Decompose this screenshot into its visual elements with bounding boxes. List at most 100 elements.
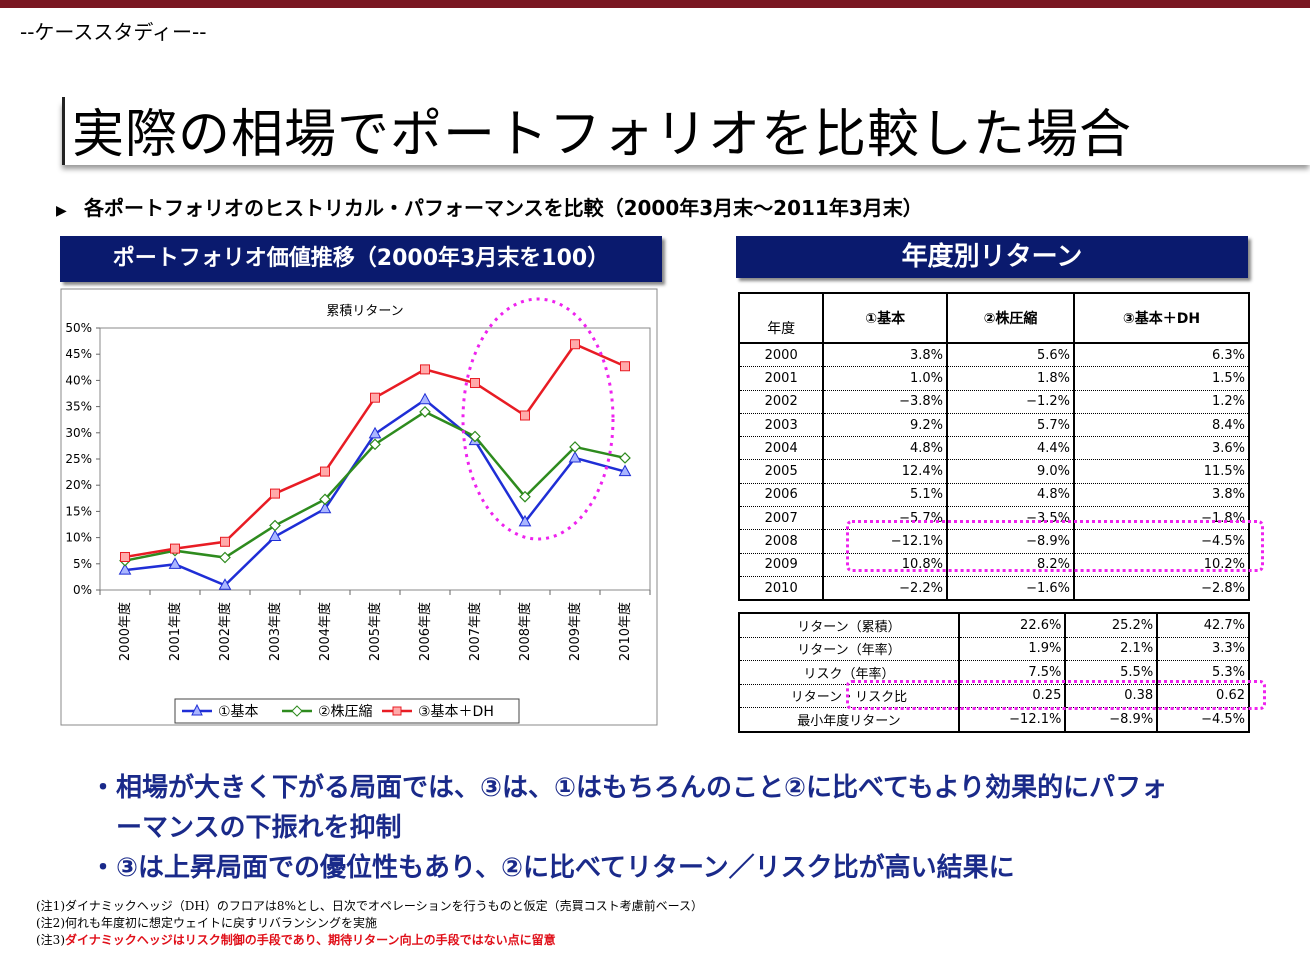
- table-row: 最小年度リターン −12.1% −8.9% −4.5%: [739, 707, 1249, 732]
- data-point: [320, 466, 330, 477]
- col-header-equity-reduced: ②株圧縮: [945, 293, 1075, 344]
- footnotes: (注1)ダイナミックヘッジ（DH）のフロアは8%とし、日次でオペレーションを行う…: [36, 898, 703, 949]
- data-point: [170, 543, 180, 554]
- x-tick-label: 2001年度: [167, 602, 183, 661]
- return-cell: 9.0%: [945, 459, 1075, 484]
- y-tick-label: 5%: [73, 557, 92, 571]
- note-2: (注2)何れも年度初に想定ウェイトに戻すリバランシングを実施: [36, 916, 378, 930]
- year-cell: 2007: [739, 506, 824, 531]
- metric-value-cell: 22.6%: [957, 613, 1066, 638]
- x-tick-label: 2004年度: [317, 602, 333, 661]
- table-row: 2003 9.2% 5.7% 8.4%: [739, 413, 1249, 438]
- subtitle-text: 各ポートフォリオのヒストリカル・パフォーマンスを比較（2000年3月末～2011…: [84, 196, 923, 220]
- data-point: [520, 410, 530, 421]
- x-tick-label: 2007年度: [467, 602, 483, 661]
- data-point: [220, 536, 230, 547]
- return-cell: −1.2%: [945, 390, 1075, 414]
- return-cell: −12.1%: [822, 529, 947, 554]
- legend-marker: [291, 705, 303, 717]
- chart-title: 累積リターン: [326, 304, 403, 319]
- legend-marker: [392, 706, 402, 716]
- y-tick-label: 10%: [65, 531, 92, 545]
- metric-value-cell: 7.5%: [957, 660, 1066, 685]
- return-cell: 11.5%: [1073, 459, 1249, 484]
- return-cell: −4.5%: [1073, 529, 1249, 554]
- metric-value-cell: 25.2%: [1064, 613, 1158, 638]
- return-cell: 9.2%: [822, 413, 947, 438]
- y-tick-label: 30%: [65, 426, 92, 440]
- x-tick-label: 2006年度: [417, 602, 433, 661]
- legend-box: [174, 698, 520, 724]
- data-point: [569, 441, 581, 453]
- table-row: 2005 12.4% 9.0% 11.5%: [739, 459, 1249, 484]
- table-row: 2008 −12.1% −8.9% −4.5%: [739, 529, 1249, 554]
- bullet-arrow-icon: ▶: [56, 203, 67, 219]
- return-cell: 3.8%: [822, 343, 947, 368]
- data-point: [120, 551, 130, 562]
- year-cell: 2001: [739, 366, 824, 391]
- data-point: [268, 529, 282, 542]
- legend-label: ①基本: [218, 703, 259, 720]
- data-point: [518, 514, 532, 527]
- col-header-basic: ①基本: [822, 293, 947, 344]
- note-3-warning: ダイナミックヘッジはリスク制御の手段であり、期待リターン向上の手段ではない点に留…: [65, 933, 556, 947]
- legend-marker: [191, 703, 203, 716]
- annual-return-table: 年度 ①基本 ②株圧縮 ③基本＋DH 2000 3.8% 5.6% 6.3% 2001 1…: [738, 292, 1250, 602]
- metric-value-cell: 3.3%: [1156, 637, 1249, 661]
- table-row: 2010 −2.2% −1.6% −2.8%: [739, 576, 1249, 601]
- year-cell: 2004: [739, 436, 824, 461]
- data-point: [118, 563, 132, 575]
- return-cell: 6.3%: [1073, 343, 1249, 368]
- conclusion-bullets: ・相場が大きく下がる局面では、③は、①はもちろんのこと②に比べてもより効果的にパ…: [90, 768, 1167, 888]
- metric-value-cell: −8.9%: [1064, 707, 1158, 732]
- data-point: [168, 557, 182, 569]
- metric-value-cell: 2.1%: [1064, 637, 1158, 661]
- return-cell: 1.5%: [1073, 366, 1249, 391]
- return-cell: −2.8%: [1073, 576, 1249, 601]
- return-cell: 4.4%: [945, 436, 1075, 461]
- x-tick-label: 2005年度: [367, 602, 383, 661]
- year-cell: 2005: [739, 459, 824, 484]
- metric-label-cell: リターン（年率）: [739, 637, 959, 661]
- highlight-2008-2009: [846, 520, 1264, 572]
- year-cell: 2010: [739, 576, 824, 601]
- data-point: [618, 464, 632, 477]
- data-point: [620, 361, 630, 372]
- x-tick-label: 2008年度: [517, 602, 533, 661]
- legend-label: ③基本＋DH: [418, 703, 494, 720]
- data-point: [619, 452, 631, 464]
- data-point: [219, 551, 231, 564]
- x-tick-label: 2009年度: [567, 602, 583, 661]
- table-row: リターン（累積） 22.6% 25.2% 42.7%: [739, 613, 1249, 638]
- y-tick-label: 0%: [73, 583, 92, 597]
- subtitle-line: ▶ 各ポートフォリオのヒストリカル・パフォーマンスを比較（2000年3月末～201…: [56, 192, 923, 221]
- data-point: [568, 450, 582, 463]
- metric-value-cell: 1.9%: [957, 637, 1066, 661]
- data-point: [470, 378, 480, 389]
- table-row: 2004 4.8% 4.4% 3.6%: [739, 436, 1249, 461]
- metric-label-cell: リターン（累積）: [739, 613, 959, 638]
- table-row: 2002 −3.8% −1.2% 1.2%: [739, 390, 1249, 414]
- metric-value-cell: −12.1%: [957, 707, 1066, 732]
- data-point: [270, 488, 280, 499]
- cumulative-return-chart: 累積リターン 0% 5% 10% 15% 20% 25% 30% 35% 40% 45% 50% 200…: [60, 288, 658, 726]
- return-cell: 12.4%: [822, 459, 947, 484]
- return-cell: −1.6%: [945, 576, 1075, 601]
- data-point: [469, 430, 481, 443]
- data-point: [218, 578, 232, 590]
- return-cell: 5.7%: [945, 413, 1075, 438]
- data-point: [369, 438, 381, 451]
- y-tick-label: 40%: [65, 373, 92, 387]
- return-cell: −3.8%: [822, 390, 947, 414]
- table-row: 2001 1.0% 1.8% 1.5%: [739, 366, 1249, 391]
- bullet-2: ・③は上昇局面での優位性もあり、②に比べてリターン／リスク比が高い結果に: [90, 853, 1015, 883]
- return-cell: −8.9%: [945, 529, 1075, 554]
- title-frame: [62, 97, 1310, 165]
- table-row: 2000 3.8% 5.6% 6.3%: [739, 343, 1249, 368]
- top-accent-bar: [0, 0, 1310, 8]
- legend-label: ②株圧縮: [318, 704, 373, 720]
- year-cell: 2003: [739, 413, 824, 438]
- table-panel-header: 年度別リターン: [736, 236, 1248, 278]
- case-study-label: --ケーススタディー--: [20, 20, 207, 44]
- return-cell: 4.8%: [945, 483, 1075, 508]
